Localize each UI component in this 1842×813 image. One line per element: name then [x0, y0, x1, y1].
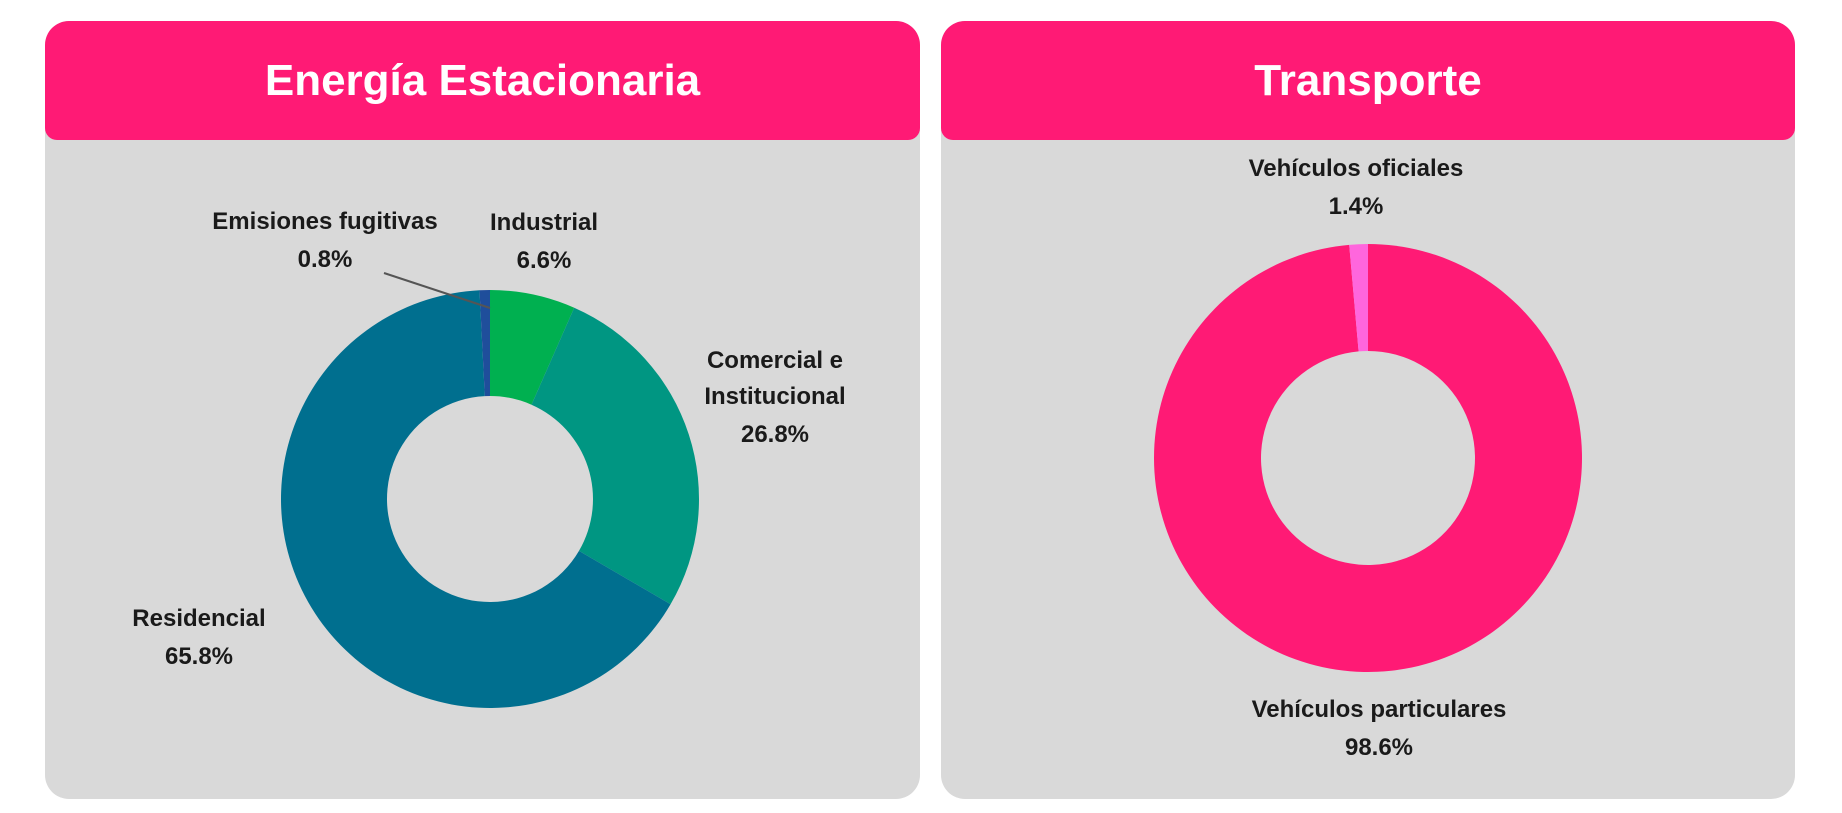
slice-label: Vehículos oficiales [1248, 155, 1464, 182]
panel-title: Transporte [941, 21, 1795, 140]
slice-label: Industrial [489, 209, 599, 236]
panel: Transporte [941, 21, 1795, 799]
donut-slice [479, 290, 490, 397]
leader-line [383, 272, 491, 309]
panel-title: Energía Estacionaria [45, 21, 920, 140]
slice-label: Residencial [132, 605, 266, 632]
donut-slice [1349, 244, 1368, 352]
slice-value: 6.6% [516, 247, 572, 274]
slice-value: 65.8% [164, 643, 234, 670]
slice-value: 98.6% [1344, 734, 1414, 761]
slice-value: 1.4% [1328, 193, 1384, 220]
slice-label: Comercial e Institucional [704, 347, 846, 410]
donut-slice [490, 290, 575, 405]
slice-value: 26.8% [740, 421, 810, 448]
slice-label: Vehículos particulares [1251, 696, 1507, 723]
donut-slice [1153, 244, 1582, 673]
donut-slice [531, 307, 699, 605]
donut-slice [280, 290, 671, 708]
slice-label: Emisiones fugitivas [212, 208, 438, 235]
slice-value: 0.8% [297, 246, 353, 273]
